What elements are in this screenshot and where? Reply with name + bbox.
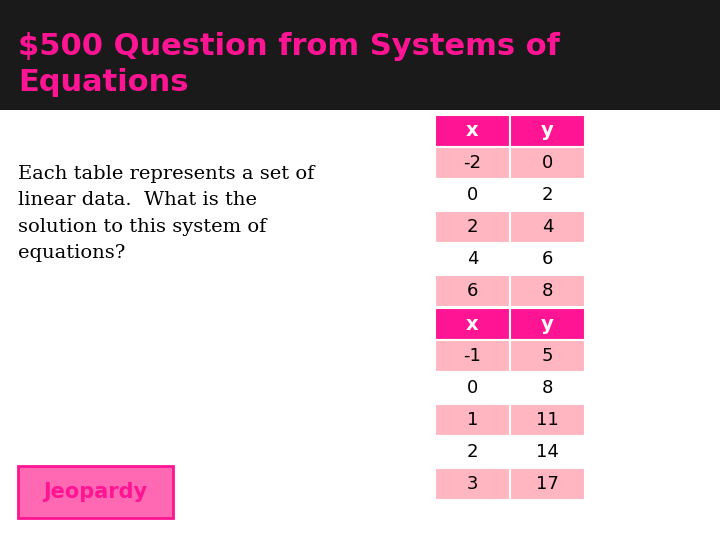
Text: 2: 2 [467, 218, 478, 236]
Text: y: y [541, 314, 554, 334]
Bar [435, 243, 510, 275]
Bar [510, 404, 585, 436]
Bar [510, 115, 585, 147]
Text: 11: 11 [536, 411, 559, 429]
Text: 4: 4 [467, 250, 478, 268]
Bar [510, 308, 585, 340]
Text: 6: 6 [467, 282, 478, 300]
Bar [510, 147, 585, 179]
Bar [510, 243, 585, 275]
Text: -1: -1 [464, 347, 482, 365]
Text: 3: 3 [467, 475, 478, 493]
Text: 14: 14 [536, 443, 559, 461]
Bar [435, 404, 510, 436]
Text: x: x [466, 122, 479, 140]
Bar [510, 468, 585, 500]
Text: $500 Question from Systems of
Equations: $500 Question from Systems of Equations [18, 32, 560, 97]
Bar [435, 147, 510, 179]
Text: x: x [466, 314, 479, 334]
Text: 0: 0 [467, 379, 478, 397]
Bar [510, 179, 585, 211]
Bar [435, 468, 510, 500]
Bar [510, 340, 585, 372]
Text: 5: 5 [541, 347, 553, 365]
Text: 8: 8 [542, 282, 553, 300]
Text: 2: 2 [541, 186, 553, 204]
Bar [435, 436, 510, 468]
Text: 0: 0 [467, 186, 478, 204]
Bar [510, 211, 585, 243]
Text: 4: 4 [541, 218, 553, 236]
Bar [435, 179, 510, 211]
Bar [435, 275, 510, 307]
Bar [510, 275, 585, 307]
Bar [435, 308, 510, 340]
Bar [0, 0, 720, 110]
Text: Each table represents a set of
linear data.  What is the
solution to this system: Each table represents a set of linear da… [18, 165, 315, 262]
Text: Jeopardy: Jeopardy [43, 482, 147, 502]
Bar [510, 372, 585, 404]
Bar [510, 436, 585, 468]
Text: y: y [541, 122, 554, 140]
Bar [18, 466, 173, 518]
Bar [435, 115, 510, 147]
Text: 6: 6 [542, 250, 553, 268]
Text: 0: 0 [542, 154, 553, 172]
Bar [435, 340, 510, 372]
Text: 8: 8 [542, 379, 553, 397]
Bar [435, 372, 510, 404]
Text: 17: 17 [536, 475, 559, 493]
Bar [435, 211, 510, 243]
Text: 2: 2 [467, 443, 478, 461]
Text: 1: 1 [467, 411, 478, 429]
Text: -2: -2 [464, 154, 482, 172]
